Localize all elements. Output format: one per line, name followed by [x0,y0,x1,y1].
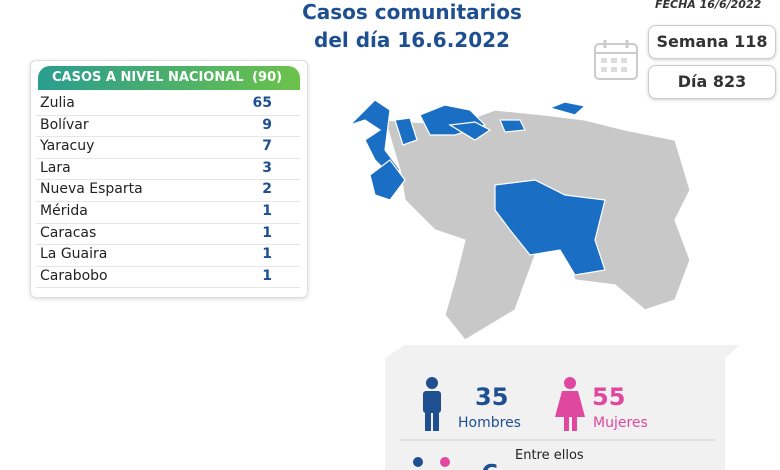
state-name: Caracas [40,224,97,241]
map [349,99,691,341]
gender-panel: 35 Hombres 55 Mujeres Entre ellos 6 [385,345,740,470]
case-count: 1 [262,203,272,219]
women-label: Mujeres [593,415,648,431]
day-box: Día 823 [648,65,776,99]
table-total: (90) [252,70,283,85]
calendar-icon [594,40,638,80]
state-name: Yaracuy [40,138,95,155]
men-label: Hombres [458,415,521,431]
table-frame [30,60,308,298]
state-name: Zulia [40,95,75,111]
case-count: 65 [252,95,272,111]
table-row: Carabobo 1 [36,266,300,289]
state-name: Lara [40,159,71,176]
women-count: 55 [592,383,625,411]
men-count: 35 [475,383,508,411]
title-line: Casos comunitarios [302,0,522,24]
case-count: 9 [262,116,272,133]
case-count: 1 [262,267,272,284]
case-count: 1 [262,246,272,263]
man-icon [423,377,441,431]
note: Entre ellos [515,448,584,463]
table-row: Bolívar 9 [36,115,300,138]
table-row: Mérida 1 [36,201,300,224]
table-header: CASOS A NIVEL NACIONAL (90) [38,66,300,90]
state-name: Bolívar [40,116,89,133]
case-count: 2 [262,181,272,198]
table-row: Zulia 65 [36,93,300,116]
table-title: CASOS A NIVEL NACIONAL [52,70,244,85]
table-row: Lara 3 [36,158,300,181]
table-row: Nueva Esparta 2 [36,179,300,202]
title-line: del día 16.6.2022 [314,28,510,52]
date: FECHA 16/6/2022 [655,0,762,11]
case-count: 1 [262,224,272,241]
state-name: Nueva Esparta [40,181,143,198]
state-name: Mérida [40,203,88,219]
state-name: La Guaira [40,246,108,263]
partial-count: 6 [481,460,499,470]
state-name: Carabobo [40,267,108,284]
table-row: Yaracuy 7 [36,136,300,159]
small-icons [413,457,450,467]
week-box: Semana 118 [648,25,776,59]
case-count: 7 [262,138,272,155]
case-count: 3 [262,159,272,176]
woman-icon [555,377,585,431]
table-row: Caracas 1 [36,223,300,246]
table-row: La Guaira 1 [36,244,300,267]
